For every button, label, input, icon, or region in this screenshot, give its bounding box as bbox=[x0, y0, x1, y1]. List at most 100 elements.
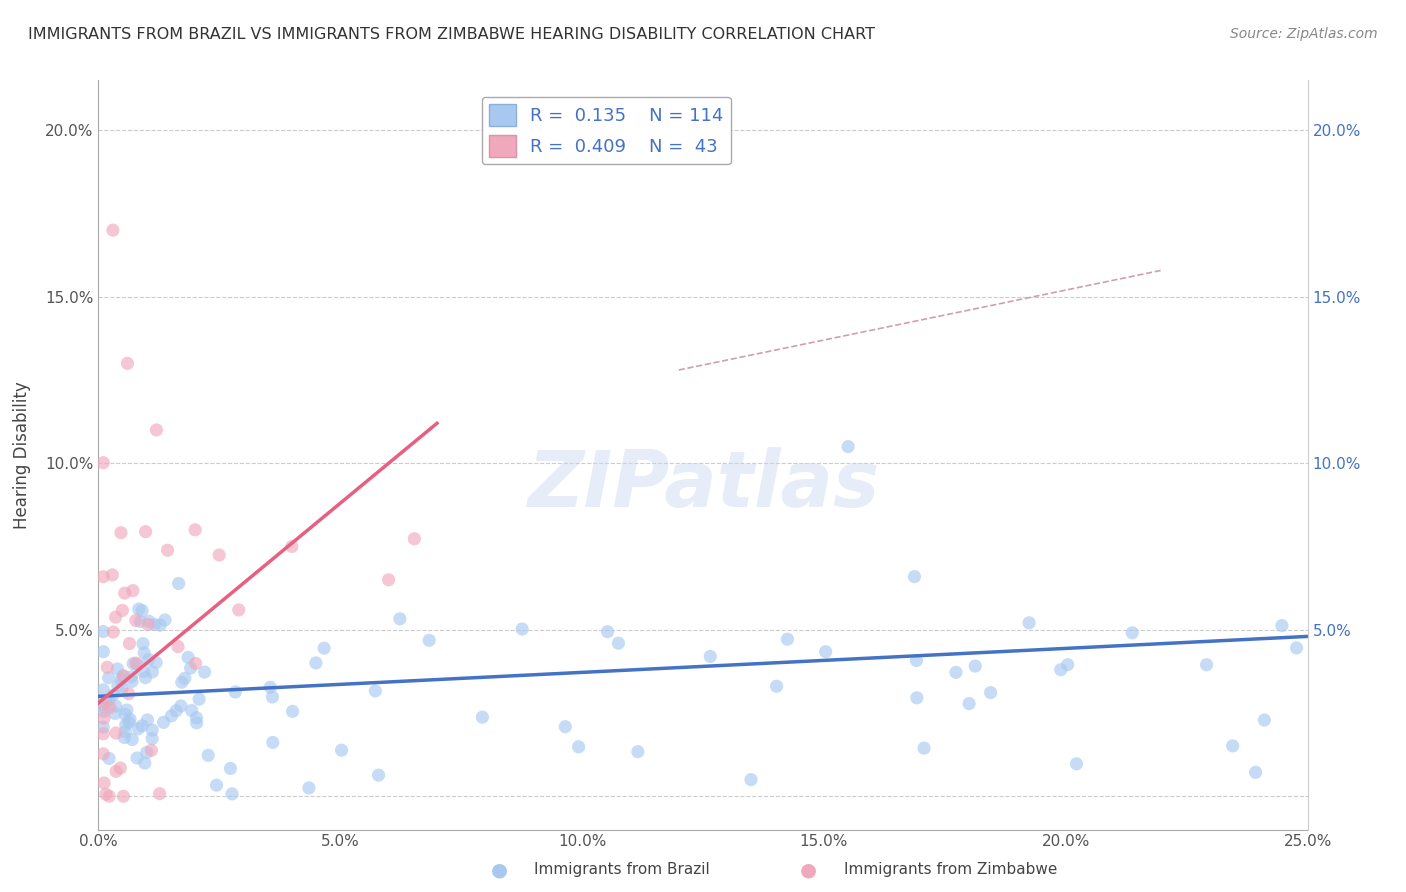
Point bbox=[221, 787, 243, 801]
Point bbox=[111, 603, 134, 617]
Point bbox=[167, 576, 190, 591]
Point bbox=[259, 680, 281, 694]
Point bbox=[97, 671, 120, 685]
Point bbox=[135, 524, 157, 539]
Point bbox=[1066, 756, 1088, 771]
Point bbox=[104, 706, 127, 721]
Point bbox=[93, 711, 115, 725]
Point bbox=[208, 548, 231, 562]
Text: ●: ● bbox=[800, 860, 817, 880]
Point bbox=[91, 456, 114, 470]
Point bbox=[699, 649, 721, 664]
Point bbox=[127, 722, 149, 736]
Point bbox=[114, 724, 136, 739]
Point bbox=[98, 789, 121, 804]
Point bbox=[138, 614, 160, 628]
Point bbox=[740, 772, 762, 787]
Point bbox=[111, 681, 134, 696]
Point bbox=[170, 675, 193, 690]
Point bbox=[134, 671, 156, 685]
Point bbox=[94, 787, 117, 801]
Point bbox=[132, 665, 155, 679]
Point bbox=[1222, 739, 1244, 753]
Point bbox=[153, 613, 176, 627]
Point bbox=[122, 583, 145, 598]
Point bbox=[91, 570, 114, 584]
Point bbox=[160, 709, 183, 723]
Point bbox=[165, 704, 187, 718]
Point bbox=[184, 657, 207, 671]
Point bbox=[141, 723, 163, 737]
Point bbox=[107, 662, 129, 676]
Point bbox=[149, 787, 172, 801]
Point bbox=[224, 685, 246, 699]
Point bbox=[97, 693, 120, 707]
Point bbox=[112, 731, 135, 745]
Point bbox=[129, 615, 152, 629]
Point bbox=[121, 674, 143, 689]
Point bbox=[131, 719, 153, 733]
Point bbox=[112, 669, 135, 683]
Point bbox=[219, 761, 242, 775]
Point bbox=[156, 543, 179, 558]
Point bbox=[138, 653, 160, 667]
Point bbox=[118, 687, 141, 701]
Point bbox=[554, 720, 576, 734]
Point bbox=[112, 668, 135, 682]
Point bbox=[188, 692, 211, 706]
Point bbox=[965, 659, 987, 673]
Point bbox=[945, 665, 967, 680]
Point bbox=[957, 697, 980, 711]
Point bbox=[184, 523, 207, 537]
Point bbox=[281, 540, 304, 554]
Point bbox=[281, 704, 304, 718]
Point bbox=[471, 710, 494, 724]
Point bbox=[112, 789, 135, 804]
Point bbox=[93, 704, 115, 718]
Text: Source: ZipAtlas.com: Source: ZipAtlas.com bbox=[1230, 27, 1378, 41]
Point bbox=[298, 780, 321, 795]
Point bbox=[110, 761, 132, 775]
Point bbox=[194, 665, 217, 679]
Point bbox=[121, 670, 143, 684]
Point bbox=[91, 727, 114, 741]
Point bbox=[131, 603, 153, 617]
Point bbox=[367, 768, 389, 782]
Point bbox=[118, 712, 141, 726]
Point bbox=[228, 603, 250, 617]
Point bbox=[136, 713, 159, 727]
Point bbox=[134, 756, 156, 771]
Point bbox=[91, 747, 114, 761]
Point bbox=[91, 720, 114, 734]
Text: ●: ● bbox=[491, 860, 508, 880]
Point bbox=[149, 618, 172, 632]
Point bbox=[205, 778, 228, 792]
Point bbox=[98, 700, 121, 714]
Point bbox=[1253, 713, 1275, 727]
Point bbox=[1195, 657, 1218, 672]
Point bbox=[364, 684, 387, 698]
Point bbox=[305, 656, 328, 670]
Point bbox=[152, 715, 174, 730]
Point bbox=[388, 612, 411, 626]
Point bbox=[114, 718, 136, 732]
Point bbox=[143, 617, 166, 632]
Point bbox=[262, 690, 284, 704]
Point bbox=[132, 637, 155, 651]
Point bbox=[91, 698, 114, 712]
Point bbox=[93, 776, 115, 790]
Point bbox=[117, 356, 139, 370]
Point bbox=[905, 653, 928, 667]
Point bbox=[170, 698, 193, 713]
Point bbox=[101, 223, 124, 237]
Y-axis label: Hearing Disability: Hearing Disability bbox=[13, 381, 31, 529]
Point bbox=[128, 602, 150, 616]
Point bbox=[765, 679, 787, 693]
Text: IMMIGRANTS FROM BRAZIL VS IMMIGRANTS FROM ZIMBABWE HEARING DISABILITY CORRELATIO: IMMIGRANTS FROM BRAZIL VS IMMIGRANTS FRO… bbox=[28, 27, 875, 42]
Point bbox=[114, 586, 136, 600]
Point bbox=[837, 440, 859, 454]
Point bbox=[1049, 663, 1071, 677]
Point bbox=[1285, 640, 1308, 655]
Point bbox=[905, 690, 928, 705]
Point bbox=[1244, 765, 1267, 780]
